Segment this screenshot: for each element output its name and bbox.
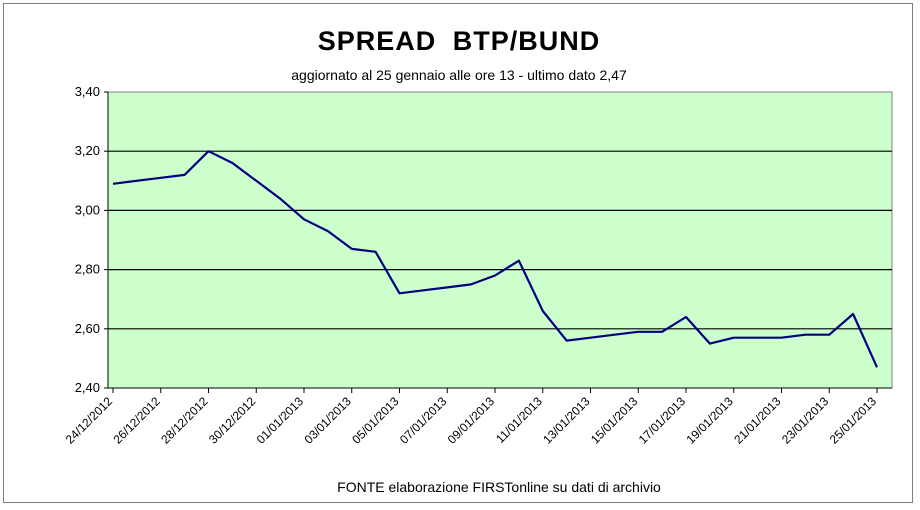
x-tick-label: 30/12/2012 xyxy=(206,394,259,447)
y-tick-label: 3,00 xyxy=(75,202,100,217)
x-tick-label: 17/01/2013 xyxy=(636,394,689,447)
x-tick-label: 21/01/2013 xyxy=(731,394,784,447)
x-tick-label: 15/01/2013 xyxy=(588,394,641,447)
x-tick-label: 19/01/2013 xyxy=(684,394,737,447)
x-tick-label: 07/01/2013 xyxy=(397,394,450,447)
x-tick-label: 24/12/2012 xyxy=(63,394,116,447)
x-tick-label: 09/01/2013 xyxy=(445,394,498,447)
x-tick-label: 01/01/2013 xyxy=(254,394,307,447)
chart-title: SPREAD BTP/BUND xyxy=(317,26,601,56)
chart-frame: SPREAD BTP/BUND aggiornato al 25 gennaio… xyxy=(3,3,913,503)
y-tick-label: 2,40 xyxy=(75,380,100,395)
series-line xyxy=(112,150,879,368)
x-tick-label: 28/12/2012 xyxy=(158,394,211,447)
x-tick-label: 03/01/2013 xyxy=(302,394,355,447)
y-tick-label: 2,60 xyxy=(75,321,100,336)
x-tick-label: 13/01/2013 xyxy=(540,394,593,447)
y-tick-label: 2,80 xyxy=(75,262,100,277)
x-tick-label: 05/01/2013 xyxy=(349,394,402,447)
chart-source: FONTE elaborazione FIRSTonline su dati d… xyxy=(337,479,661,495)
x-tick-label: 26/12/2012 xyxy=(111,394,164,447)
line-chart: 2,40 2,60 2,80 3,00 3,20 3,40 24/12/201226/12/… xyxy=(63,84,893,447)
plot-area xyxy=(107,91,893,389)
chart-subtitle: aggiornato al 25 gennaio alle ore 13 - u… xyxy=(291,67,627,83)
y-tick-label: 3,40 xyxy=(75,84,100,99)
x-tick-label: 11/01/2013 xyxy=(493,394,545,446)
x-tick-label: 25/01/2013 xyxy=(827,394,880,447)
y-tick-label: 3,20 xyxy=(75,143,100,158)
x-tick-label: 23/01/2013 xyxy=(779,394,832,447)
